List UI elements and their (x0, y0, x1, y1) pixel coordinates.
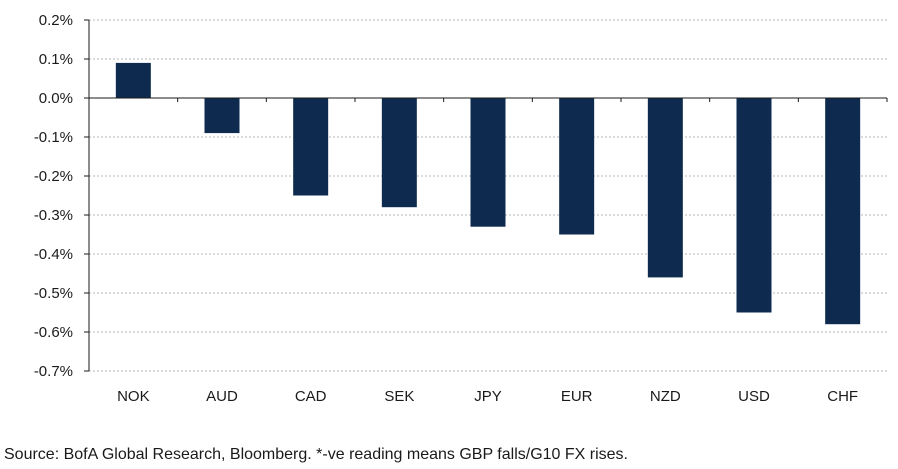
y-tick-label: 0.1% (39, 51, 73, 68)
x-tick-label: NOK (117, 388, 150, 405)
x-tick-label: USD (738, 388, 770, 405)
x-tick-label: CAD (295, 388, 327, 405)
bar-usd (736, 98, 772, 313)
y-tick-label: -0.2% (34, 168, 73, 185)
y-tick-label: -0.4% (34, 246, 73, 263)
bar-nok (115, 62, 151, 98)
y-axis-ticks: 0.2% 0.1% 0.0% -0.1% -0.2% -0.3% -0.4% -0.5% -0.… (34, 12, 89, 380)
axes (88, 20, 888, 371)
bar-eur (559, 98, 595, 235)
bar-jpy (470, 98, 506, 227)
x-tick-label: SEK (384, 388, 414, 405)
bar-cad (293, 98, 329, 196)
x-tick-label: AUD (206, 388, 238, 405)
bar-chart: 0.2% 0.1% 0.0% -0.1% -0.2% -0.3% -0.4% -0.5% -0.… (34, 12, 888, 405)
x-axis-ticks: NOK AUD CAD SEK JPY EUR NZD USD CHF (117, 388, 858, 405)
y-tick-label: -0.3% (34, 207, 73, 224)
y-tick-label: -0.1% (34, 129, 73, 146)
y-tick-label: 0.0% (39, 90, 73, 107)
x-tick-label: NZD (650, 388, 681, 405)
y-tick-label: -0.6% (34, 324, 73, 341)
y-tick-label: -0.5% (34, 285, 73, 302)
bar-chf (825, 98, 861, 325)
bar-nzd (647, 98, 683, 278)
x-tick-label: CHF (827, 388, 858, 405)
x-tick-label: JPY (474, 388, 502, 405)
source-note: Source: BofA Global Research, Bloomberg.… (4, 446, 628, 463)
x-tick-label: EUR (561, 388, 593, 405)
bars (115, 62, 861, 325)
y-tick-label: -0.7% (34, 363, 73, 380)
y-tick-label: 0.2% (39, 12, 73, 29)
bar-aud (204, 98, 240, 134)
bar-sek (381, 98, 417, 208)
